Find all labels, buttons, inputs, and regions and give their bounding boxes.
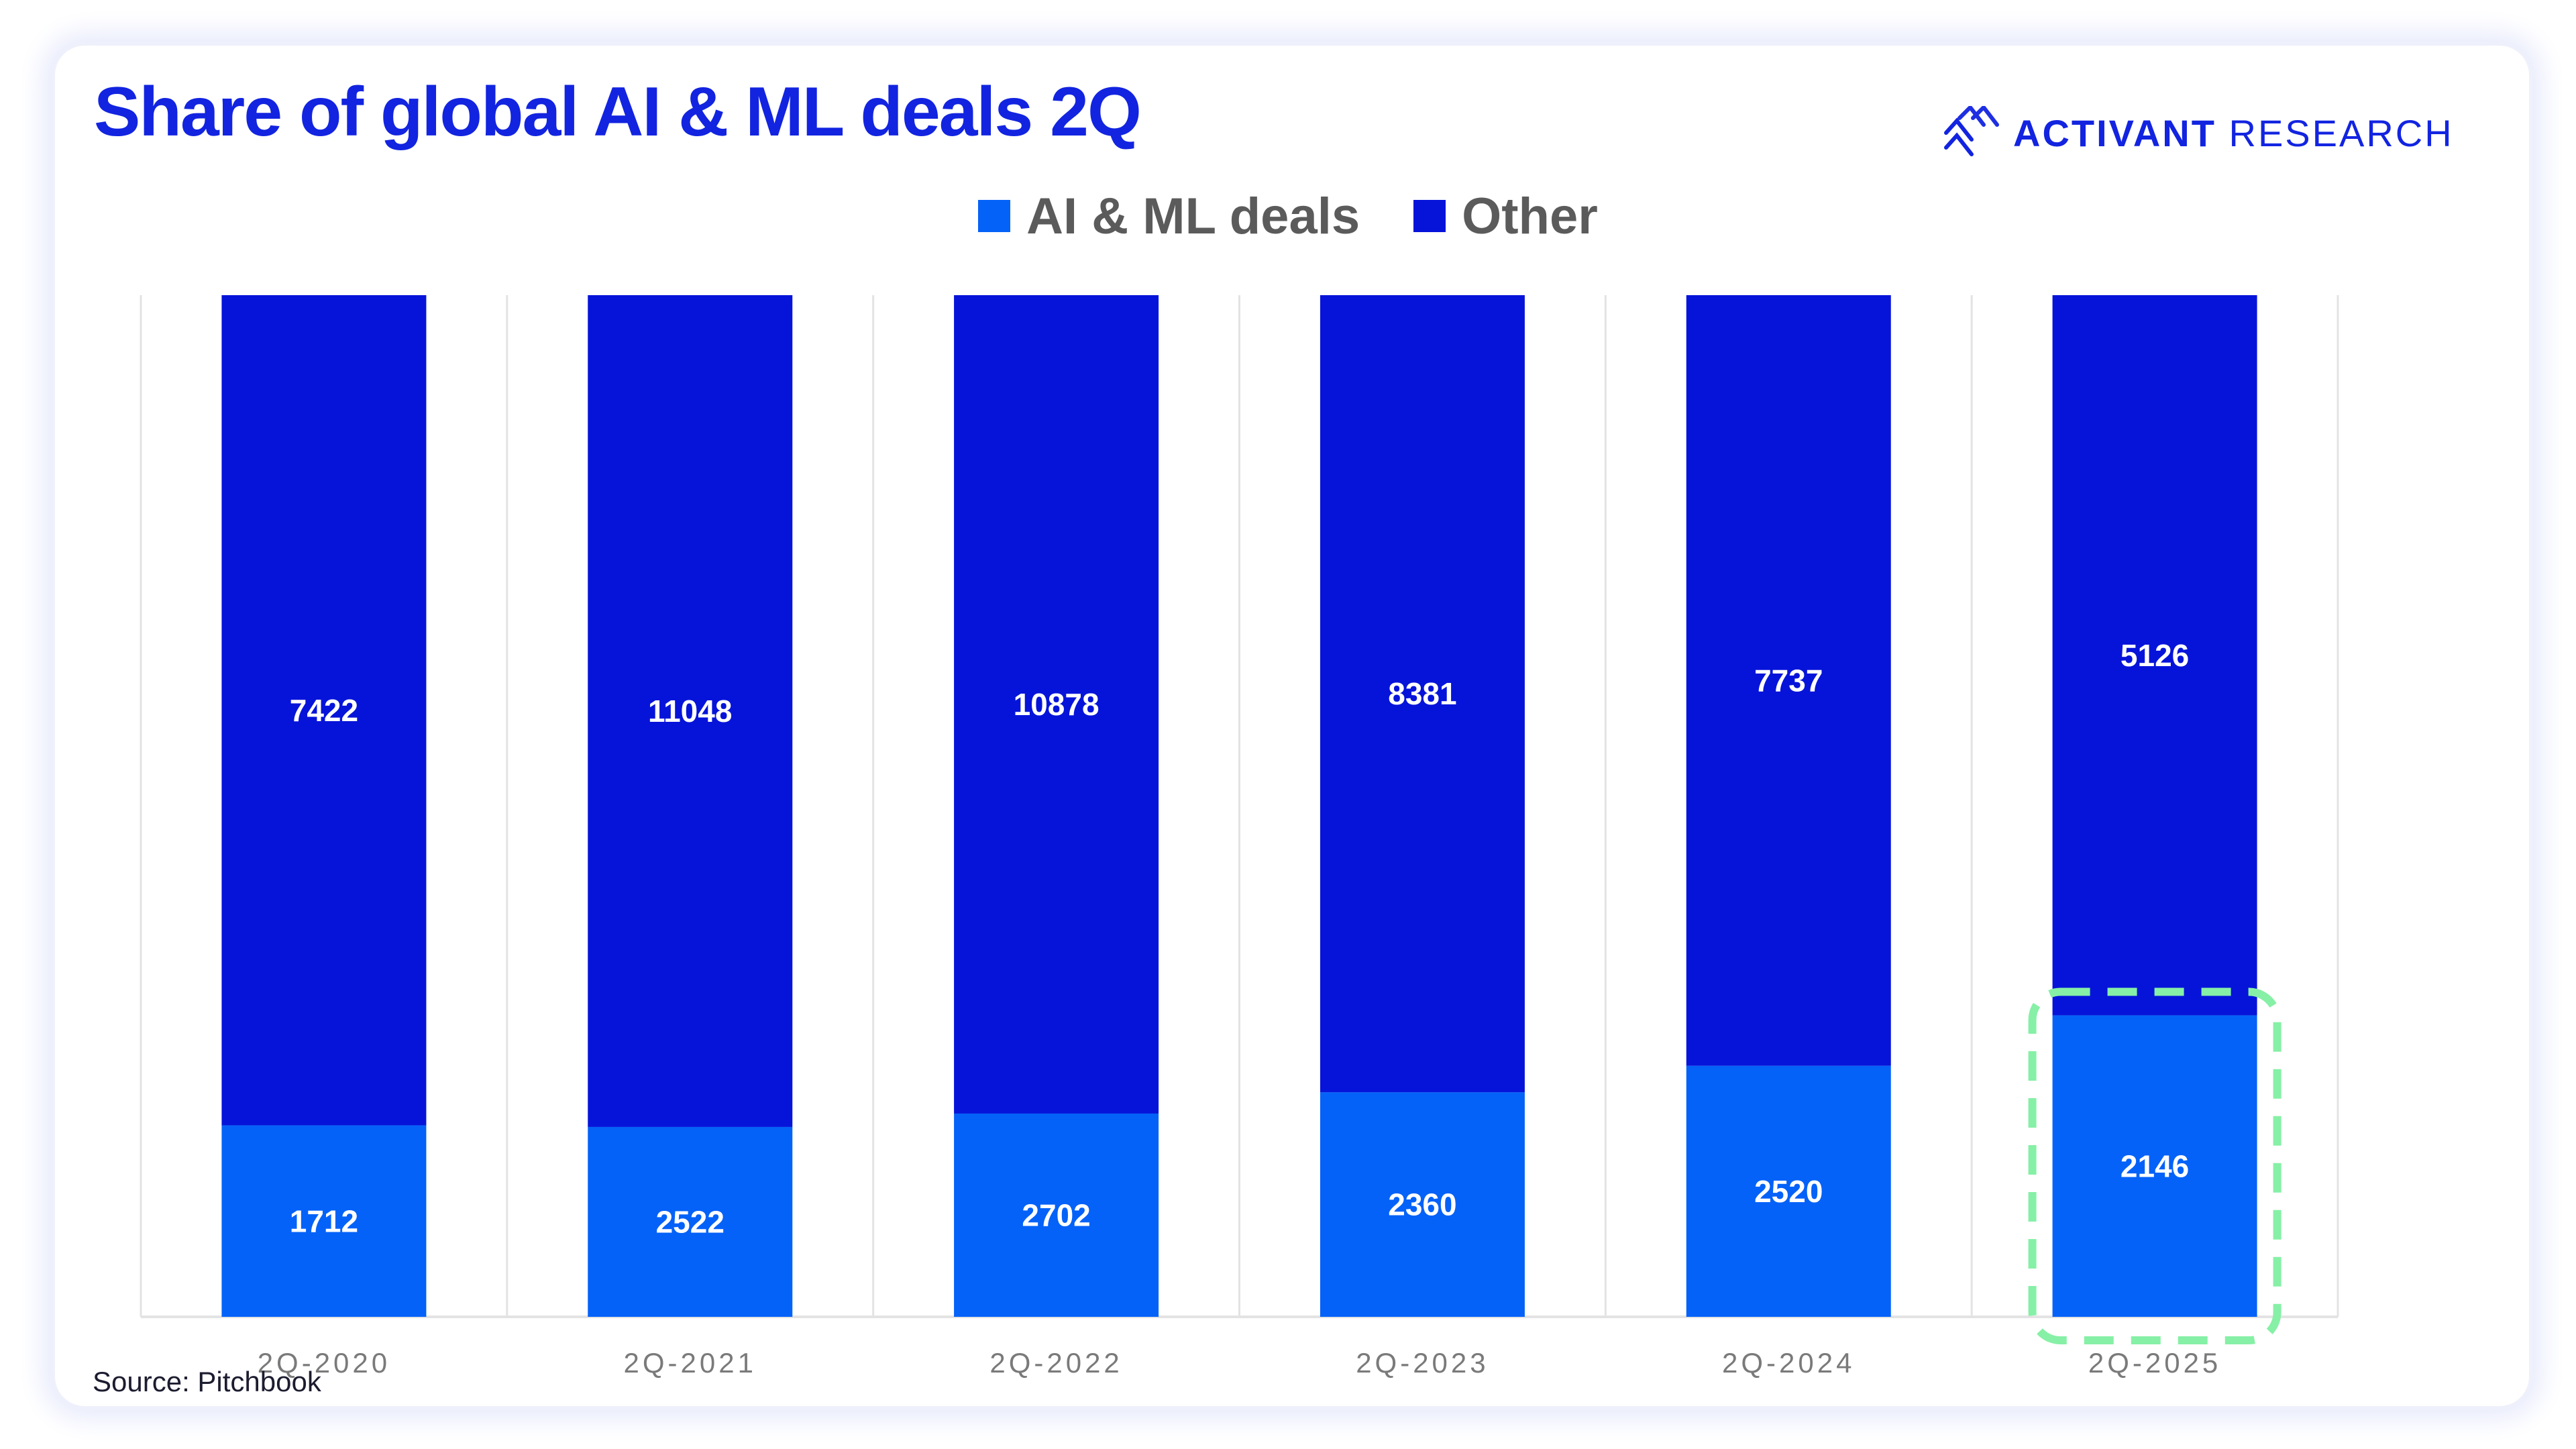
data-label-other: 10878 bbox=[1014, 687, 1099, 722]
data-label-ai-ml: 2522 bbox=[656, 1204, 724, 1239]
data-label-other: 11048 bbox=[648, 694, 732, 729]
x-tick-label: 2Q-2025 bbox=[2088, 1347, 2221, 1379]
x-tick-label: 2Q-2023 bbox=[1356, 1347, 1489, 1379]
bar-ai-ml bbox=[1686, 1065, 1891, 1317]
legend-label-other: Other bbox=[1462, 187, 1598, 245]
activant-chevrons-icon bbox=[1944, 106, 1999, 156]
bar-other bbox=[221, 295, 427, 1126]
legend-item-other: Other bbox=[1413, 187, 1598, 246]
data-label-other: 7737 bbox=[1754, 663, 1823, 698]
bar-other bbox=[1686, 295, 1891, 1066]
data-label-ai-ml: 2360 bbox=[1388, 1187, 1456, 1222]
brand-name-light: RESEARCH bbox=[2229, 111, 2454, 154]
data-label-ai-ml: 1712 bbox=[290, 1203, 358, 1238]
grid-layer bbox=[140, 295, 2339, 1318]
bar-ai-ml bbox=[588, 1126, 793, 1317]
bar-ai-ml bbox=[2052, 1015, 2257, 1317]
brand-logo: ACTIVANT RESEARCH bbox=[1942, 106, 2454, 160]
bar-other bbox=[2052, 295, 2257, 1016]
bar-other bbox=[588, 295, 793, 1127]
source-note: Source: Pitchbook bbox=[93, 1366, 321, 1397]
legend-swatch-other bbox=[1413, 200, 1446, 232]
x-tick-label: 2Q-2022 bbox=[989, 1347, 1122, 1379]
data-label-ai-ml: 2520 bbox=[1754, 1174, 1823, 1209]
highlight-box bbox=[2028, 987, 2282, 1344]
data-label-ai-ml: 2146 bbox=[2121, 1148, 2189, 1183]
x-tick-label: 2Q-2020 bbox=[258, 1347, 390, 1379]
data-label-other: 5126 bbox=[2121, 638, 2189, 673]
bar-other bbox=[1320, 295, 1525, 1093]
chart-legend: AI & ML deals Other bbox=[0, 182, 2576, 250]
legend-label-ai-ml: AI & ML deals bbox=[1026, 187, 1360, 245]
brand-name-bold: ACTIVANT bbox=[2013, 111, 2216, 154]
x-tick-label: 2Q-2024 bbox=[1722, 1347, 1855, 1379]
brand-name: ACTIVANT RESEARCH bbox=[2013, 111, 2454, 155]
data-label-ai-ml: 2702 bbox=[1022, 1197, 1090, 1232]
data-label-other: 7422 bbox=[290, 693, 358, 728]
bar-other bbox=[954, 295, 1159, 1114]
chart-title: Share of global AI & ML deals 2Q bbox=[94, 73, 1142, 151]
data-label-other: 8381 bbox=[1388, 676, 1456, 711]
legend-swatch-ai-ml bbox=[978, 200, 1011, 232]
label-layer: 7422 1712 2Q-2020 11048 2522 2Q-2021 10878 2702… bbox=[258, 638, 2282, 1379]
bar-ai-ml bbox=[954, 1113, 1159, 1317]
bar-ai-ml bbox=[221, 1125, 427, 1317]
bar-layer bbox=[221, 295, 2257, 1317]
bar-ai-ml bbox=[1320, 1092, 1525, 1317]
x-tick-label: 2Q-2021 bbox=[624, 1347, 757, 1379]
legend-item-ai-ml: AI & ML deals bbox=[978, 187, 1360, 246]
